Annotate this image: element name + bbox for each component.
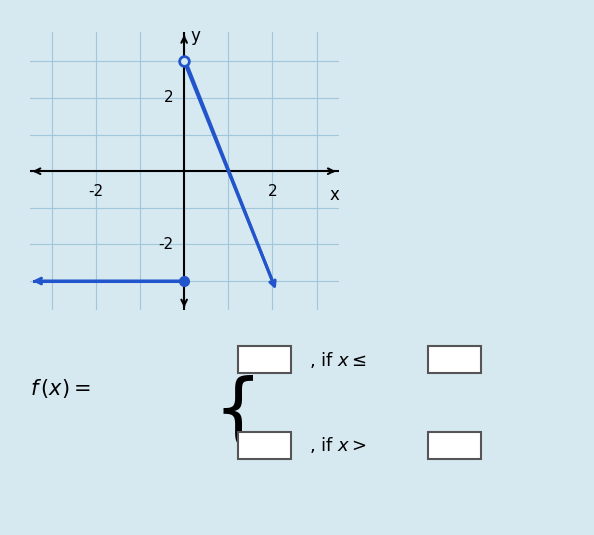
Text: {: {: [214, 374, 263, 448]
Text: y: y: [191, 27, 201, 45]
FancyBboxPatch shape: [238, 346, 291, 373]
Text: -2: -2: [158, 237, 173, 252]
Text: -2: -2: [89, 184, 103, 199]
Text: , if $x \leq$: , if $x \leq$: [309, 350, 366, 370]
Text: $f\,(x) =$: $f\,(x) =$: [30, 378, 90, 400]
Text: 2: 2: [163, 90, 173, 105]
FancyBboxPatch shape: [238, 432, 291, 458]
FancyBboxPatch shape: [428, 346, 481, 373]
Text: 2: 2: [267, 184, 277, 199]
FancyBboxPatch shape: [428, 432, 481, 458]
Text: x: x: [329, 186, 339, 204]
Text: , if $x >$: , if $x >$: [309, 435, 366, 455]
